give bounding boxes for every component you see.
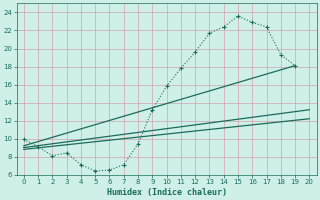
X-axis label: Humidex (Indice chaleur): Humidex (Indice chaleur): [107, 188, 227, 197]
